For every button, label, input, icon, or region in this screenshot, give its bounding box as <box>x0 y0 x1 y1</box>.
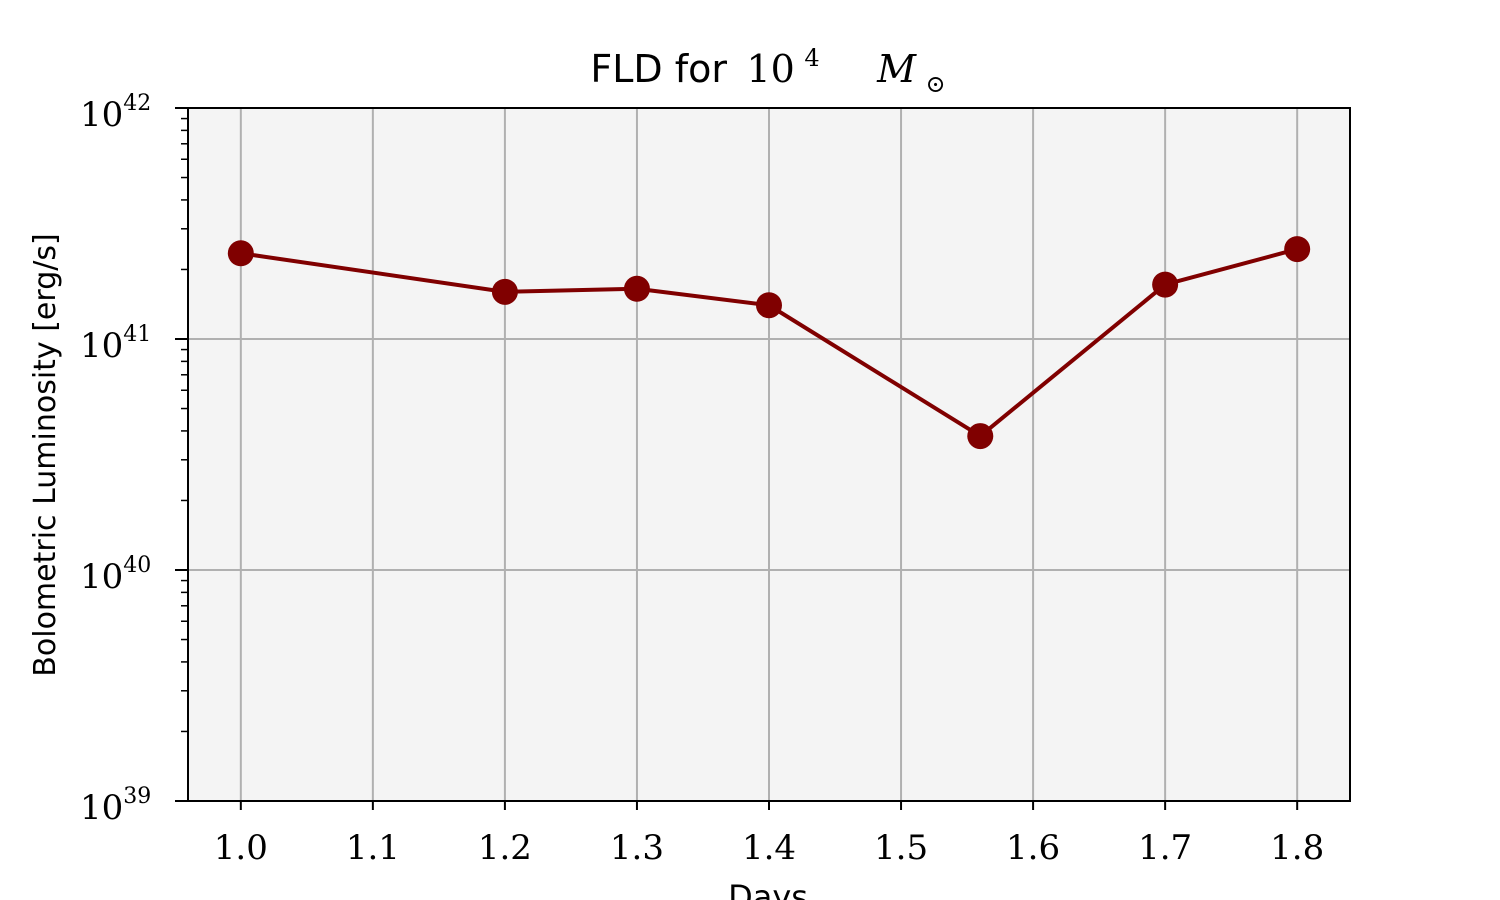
y-tick-label: 1039 <box>80 784 151 828</box>
x-tick-label: 1.2 <box>478 828 532 868</box>
x-tick-label: 1.5 <box>874 828 928 868</box>
x-axis-label: Days <box>728 878 808 900</box>
x-tick-label: 1.0 <box>214 828 268 868</box>
grid-lines <box>188 108 1350 801</box>
y-tick-label: 1041 <box>80 322 151 366</box>
x-tick-label: 1.1 <box>346 828 400 868</box>
data-point <box>756 292 782 319</box>
x-tick-label: 1.3 <box>610 828 664 868</box>
data-point <box>1284 236 1311 263</box>
x-tick-label: 1.4 <box>742 828 796 868</box>
x-tick-label: 1.8 <box>1270 828 1324 868</box>
x-tick-label: 1.6 <box>1006 828 1060 868</box>
chart-title: FLD for 10 4 M ⊙ <box>590 33 945 98</box>
y-tick-label: 1040 <box>80 553 151 597</box>
x-tick-label: 1.7 <box>1138 828 1192 868</box>
y-tick-label: 1042 <box>80 91 151 135</box>
data-point <box>1152 271 1179 298</box>
data-point <box>967 423 994 450</box>
y-axis-label: Bolometric Luminosity [erg/s] <box>28 233 63 676</box>
data-point <box>491 278 518 305</box>
series-line <box>227 236 1311 450</box>
data-point <box>623 275 650 302</box>
data-point <box>227 240 254 267</box>
axes-frame <box>187 107 1351 802</box>
axis-ticks: 1.0 1.1 1.2 1.3 1.4 1.5 1.6 1.7 1.8 1042 1041 1040 1… <box>80 91 1324 868</box>
